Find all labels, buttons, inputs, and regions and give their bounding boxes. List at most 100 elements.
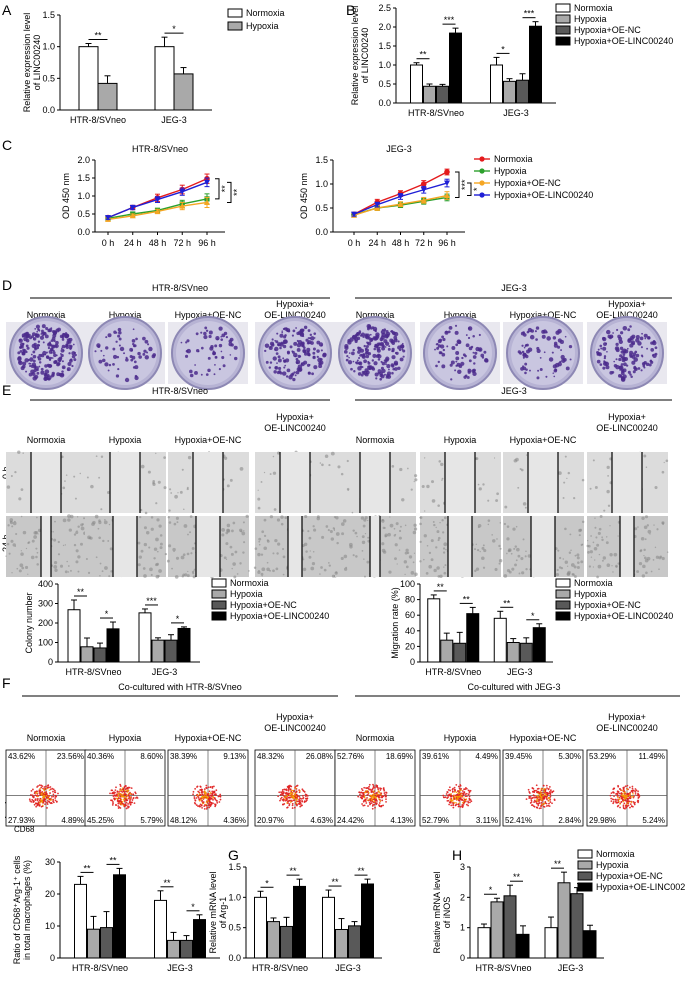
event-dot xyxy=(40,786,43,789)
event-dot xyxy=(546,798,548,801)
cell-speck xyxy=(634,527,638,531)
colony xyxy=(45,327,49,331)
event-dot xyxy=(282,794,285,797)
colony xyxy=(312,351,316,355)
cell-speck xyxy=(603,509,606,512)
cell-speck xyxy=(229,545,233,549)
cell-speck xyxy=(524,506,527,509)
x-tick-label: 96 h xyxy=(198,238,216,248)
colony xyxy=(391,347,395,351)
cell-speck xyxy=(597,531,601,535)
cell-speck xyxy=(644,538,647,541)
colony xyxy=(32,359,36,363)
chart-c-jeg: JEG-30.00.51.01.50 h 24 h 48 h 72 h 96 hOD 4… xyxy=(299,144,593,248)
cell-speck xyxy=(150,516,154,519)
colony xyxy=(22,361,27,366)
event-dot xyxy=(534,800,537,803)
event-dot-dense xyxy=(41,794,43,796)
event-dot xyxy=(217,795,220,798)
y-tick-label: 0.5 xyxy=(315,203,328,213)
cell-speck xyxy=(653,524,655,526)
colony xyxy=(200,331,203,334)
event-dot-dense xyxy=(455,795,457,798)
event-dot xyxy=(197,796,200,799)
y-tick-label: 2.5 xyxy=(378,3,391,13)
event-dot xyxy=(45,791,48,793)
cell-speck xyxy=(261,575,263,577)
colony xyxy=(553,375,556,378)
significance-label: ** xyxy=(163,878,171,888)
event-dot xyxy=(37,785,39,787)
colony xyxy=(115,374,120,378)
colony xyxy=(548,357,554,362)
colony xyxy=(32,350,36,354)
colony xyxy=(597,352,602,357)
cell-speck xyxy=(54,520,56,523)
cell-speck xyxy=(493,457,496,459)
colony xyxy=(308,364,311,366)
colony xyxy=(611,371,615,374)
event-dot xyxy=(306,797,309,800)
colony xyxy=(302,335,305,338)
x-tick-label: HTR-8/SVneo xyxy=(425,667,481,677)
cell-speck xyxy=(321,535,325,539)
cell-speck xyxy=(475,457,479,461)
cell-speck xyxy=(14,520,16,523)
x-tick-label: JEG-3 xyxy=(503,108,529,118)
event-dot xyxy=(278,791,281,794)
cell-speck xyxy=(104,566,108,570)
colony xyxy=(296,348,301,352)
cell-speck xyxy=(65,474,68,476)
colony xyxy=(614,346,620,351)
event-dot xyxy=(610,800,613,803)
cell-speck xyxy=(474,548,477,551)
significance-label: ** xyxy=(554,859,562,869)
colony xyxy=(633,357,638,362)
colony xyxy=(59,372,65,378)
colony xyxy=(115,340,118,343)
bar xyxy=(335,928,348,959)
cell-speck xyxy=(34,531,39,535)
colony xyxy=(36,330,39,333)
colony xyxy=(60,356,63,359)
bar xyxy=(466,613,480,663)
event-dot xyxy=(371,805,374,807)
colony xyxy=(131,339,136,343)
event-dot xyxy=(117,802,120,805)
colony xyxy=(522,331,525,334)
event-dot xyxy=(46,807,48,809)
colony xyxy=(620,350,624,354)
colony xyxy=(312,355,316,360)
event-dot xyxy=(291,804,294,807)
event-dot xyxy=(378,802,381,804)
event-dot xyxy=(620,792,623,795)
colony xyxy=(132,342,135,346)
cell-speck xyxy=(492,539,496,543)
significance-label: *** xyxy=(524,9,535,19)
colony xyxy=(125,358,129,362)
event-dot xyxy=(376,791,378,794)
cell-speck xyxy=(419,516,421,519)
cell-speck xyxy=(399,467,403,472)
bar xyxy=(503,80,516,104)
event-dot xyxy=(453,788,456,791)
colony xyxy=(367,352,370,355)
event-dot xyxy=(467,804,469,807)
cell-speck xyxy=(444,564,447,567)
scratch-gap xyxy=(280,452,310,513)
event-dot xyxy=(633,790,636,792)
colony xyxy=(356,336,361,341)
colony xyxy=(361,370,365,375)
cell-speck xyxy=(273,508,277,511)
cell-speck xyxy=(153,557,156,560)
event-dot xyxy=(210,794,212,797)
event-dot xyxy=(372,786,375,789)
cell-speck xyxy=(341,532,345,536)
colony xyxy=(568,344,573,349)
event-dot xyxy=(549,792,552,794)
colony xyxy=(524,371,527,375)
colony xyxy=(637,341,642,346)
colony xyxy=(286,351,290,355)
colony xyxy=(395,351,399,355)
